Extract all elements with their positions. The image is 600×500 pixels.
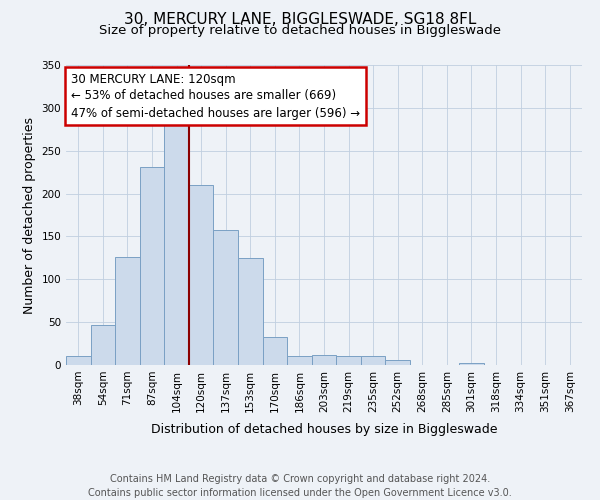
Bar — [459, 364, 484, 365]
Bar — [214, 230, 238, 365]
Bar — [164, 122, 189, 365]
Bar — [140, 167, 164, 365]
Text: Size of property relative to detached houses in Biggleswade: Size of property relative to detached ho… — [99, 24, 501, 37]
Bar — [385, 360, 410, 365]
Y-axis label: Number of detached properties: Number of detached properties — [23, 116, 36, 314]
Bar — [287, 356, 312, 365]
X-axis label: Distribution of detached houses by size in Biggleswade: Distribution of detached houses by size … — [151, 423, 497, 436]
Text: Contains HM Land Registry data © Crown copyright and database right 2024.
Contai: Contains HM Land Registry data © Crown c… — [88, 474, 512, 498]
Bar — [66, 356, 91, 365]
Text: 30, MERCURY LANE, BIGGLESWADE, SG18 8FL: 30, MERCURY LANE, BIGGLESWADE, SG18 8FL — [124, 12, 476, 28]
Bar — [189, 185, 214, 365]
Bar — [361, 356, 385, 365]
Bar — [312, 354, 336, 365]
Bar — [115, 257, 140, 365]
Bar — [263, 336, 287, 365]
Text: 30 MERCURY LANE: 120sqm
← 53% of detached houses are smaller (669)
47% of semi-d: 30 MERCURY LANE: 120sqm ← 53% of detache… — [71, 72, 360, 120]
Bar — [336, 356, 361, 365]
Bar — [91, 324, 115, 365]
Bar — [238, 258, 263, 365]
